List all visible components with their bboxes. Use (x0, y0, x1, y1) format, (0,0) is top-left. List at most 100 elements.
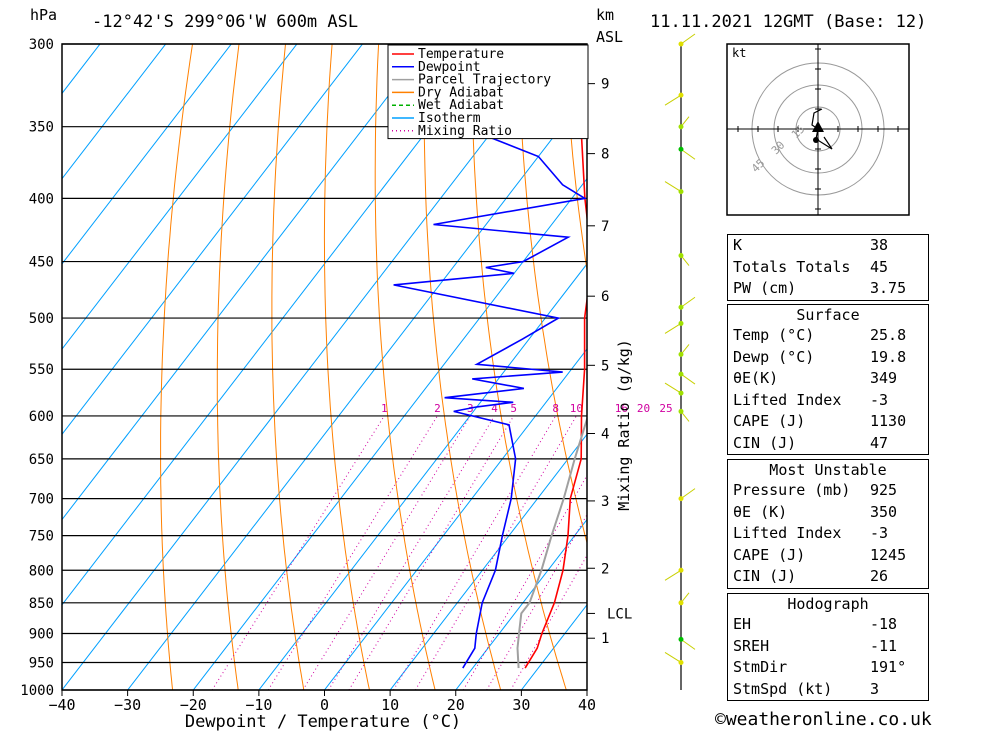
surface-row: CIN (J) 47 (733, 433, 889, 452)
mixing-ratio-line (510, 554, 587, 690)
wet-adiabat-line (0, 668, 567, 716)
wind-marker (678, 567, 684, 573)
wind-marker (678, 636, 684, 642)
height-tick-label: 5 (601, 358, 609, 374)
temperature-tick-label: 10 (381, 696, 399, 714)
temperature-tick-label: 20 (447, 696, 465, 714)
surface-row: Lifted Index -3 (733, 390, 889, 409)
mixing-ratio-label: 25 (659, 402, 672, 415)
mixing-ratio-label: 20 (637, 402, 650, 415)
profile-dewpoint (393, 44, 587, 669)
legend-label: Dry Adiabat (418, 85, 504, 100)
wind-marker (678, 253, 684, 259)
temperature-axis: −40 −30 −20 −10 0 10 20 30 40 (48, 690, 596, 714)
wind-barb (680, 488, 696, 500)
isotherm-line (455, 518, 587, 690)
pressure-tick-label: 550 (29, 362, 54, 378)
isotherm-line (323, 348, 587, 690)
hodograph-point (813, 137, 819, 143)
wind-marker (678, 659, 684, 665)
isotherm-line (62, 44, 101, 95)
wind-barb (664, 652, 682, 663)
most-unstable-row: CAPE (J) 1245 (733, 545, 907, 564)
isotherm-line (389, 433, 587, 690)
pressure-tick-label: 450 (29, 255, 54, 271)
temperature-tick-label: −20 (180, 696, 207, 714)
wind-marker (678, 320, 684, 326)
pressure-tick-label: 950 (29, 656, 54, 672)
height-axis: 1 2 3 4 5 6 7 8 9 LCL (587, 77, 632, 647)
wind-marker (678, 390, 684, 396)
profile-parcel-trajectory (516, 415, 587, 669)
most-unstable-title: Most Unstable (769, 461, 887, 479)
mixing-ratio-label: 10 (570, 402, 583, 415)
temperature-tick-label: −30 (114, 696, 141, 714)
pressure-tick-label: 650 (29, 452, 54, 468)
isotherm-line (62, 44, 232, 265)
datetime-title: 11.11.2021 12GMT (Base: 12) (650, 12, 927, 32)
height-tick-label: 1 (601, 631, 609, 647)
wind-marker (678, 408, 684, 414)
dry-adiabat-line (471, 44, 567, 690)
sounding-profiles (393, 44, 587, 669)
height-tick-label: 9 (601, 77, 609, 93)
wind-marker (678, 371, 684, 377)
temperature-tick-label: 40 (578, 696, 596, 714)
wind-barb (680, 638, 696, 650)
most-unstable-row: CIN (J) 26 (733, 567, 889, 585)
wind-barb (664, 181, 682, 193)
mixing-ratio-label: 1 (381, 402, 388, 415)
wind-barb (680, 33, 696, 45)
index-row-pw: PW (cm) 3.75 (733, 279, 907, 297)
most-unstable-row: θE (K) 350 (733, 502, 898, 521)
dry-adiabat-line (216, 44, 240, 690)
mixing-ratio-line (302, 415, 471, 690)
index-row-totals: Totals Totals 45 (733, 257, 889, 276)
height-tick-label: 2 (601, 561, 609, 577)
dry-adiabat-line (423, 44, 502, 690)
wind-marker (678, 351, 684, 357)
asl-label: ASL (596, 28, 624, 46)
indices-table: K 38 Totals Totals 45 PW (cm) 3.75 (727, 234, 929, 301)
surface-table: Surface Temp (°C) 25.8 Dewp (°C) 19.8 θE(K… (727, 304, 929, 455)
pressure-tick-label: 300 (29, 37, 54, 53)
most-unstable-table: Most Unstable Pressure (mb) 925 θE (K) 350… (727, 459, 929, 589)
wind-barb (680, 373, 696, 385)
surface-row: θE(K) 349 (733, 369, 898, 387)
pressure-tick-label: 350 (29, 120, 54, 136)
km-label: km (596, 6, 615, 24)
lcl-label: LCL (607, 606, 632, 622)
legend-label: Parcel Trajectory (418, 73, 551, 88)
wind-barb (664, 382, 682, 394)
height-tick-label: 7 (601, 219, 609, 235)
surface-row: Temp (°C) 25.8 (733, 326, 907, 344)
storm-motion-icon (812, 121, 824, 132)
most-unstable-row: Pressure (mb) 925 (733, 481, 898, 499)
wind-marker (678, 146, 684, 152)
wind-marker (678, 124, 684, 130)
wind-barb (680, 296, 696, 308)
dry-adiabat-line (271, 44, 305, 690)
height-tick-label: 4 (601, 427, 609, 443)
hodograph-table-title: Hodograph (787, 595, 869, 613)
pressure-unit-label: hPa (30, 6, 58, 24)
pressure-tick-label: 400 (29, 191, 54, 207)
dry-adiabat-line (517, 44, 587, 545)
surface-row: Dewp (°C) 19.8 (733, 347, 907, 366)
wind-barb (664, 94, 682, 106)
wind-marker (678, 496, 684, 502)
pressure-tick-label: 900 (29, 627, 54, 643)
isotherm-line (62, 44, 364, 436)
pressure-tick-label: 700 (29, 492, 54, 508)
mixing-ratio-line (348, 415, 515, 690)
dry-adiabat-line (974, 7, 1000, 716)
credit-link[interactable]: ©weatheronline.co.uk (715, 709, 932, 730)
pressure-tick-label: 850 (29, 596, 54, 612)
legend-box (387, 44, 589, 140)
mixing-ratio-line (267, 415, 438, 690)
isotherm-line (62, 44, 167, 180)
mixing-ratio-label: 2 (434, 402, 441, 415)
pressure-tick-label: 1000 (20, 683, 54, 699)
